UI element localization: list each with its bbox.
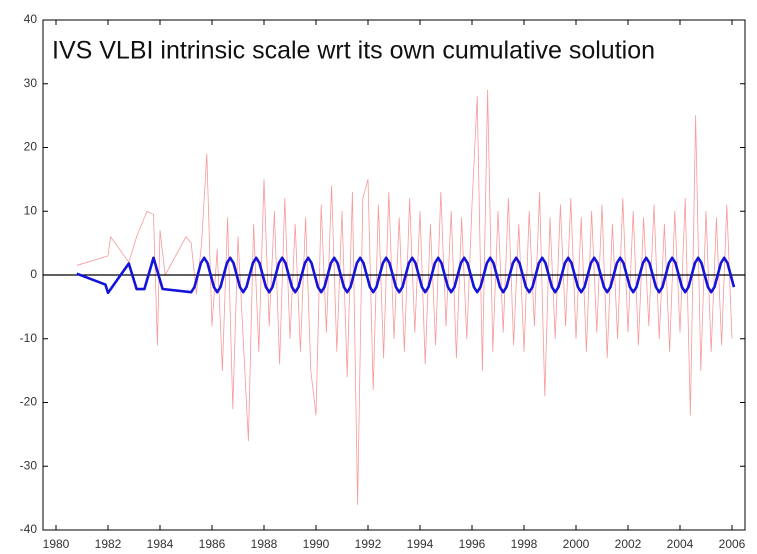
- y-tick-label: -20: [20, 395, 38, 409]
- x-tick-label: 1994: [407, 537, 434, 551]
- x-tick-label: 1992: [355, 537, 382, 551]
- y-tick-label: 10: [24, 203, 38, 217]
- y-tick-label: -10: [20, 331, 38, 345]
- scale-series-line: [76, 89, 733, 505]
- x-tick-label: 2004: [667, 537, 694, 551]
- x-tick-label: 1984: [147, 537, 174, 551]
- x-tick-label: 2002: [615, 537, 642, 551]
- y-tick-label: 20: [24, 140, 38, 154]
- x-tick-label: 1990: [303, 537, 330, 551]
- x-tick-label: 1986: [199, 537, 226, 551]
- x-tick-label: 1998: [511, 537, 538, 551]
- y-tick-label: 40: [24, 12, 38, 26]
- x-tick-label: 2006: [719, 537, 746, 551]
- chart-title: IVS VLBI intrinsic scale wrt its own cum…: [52, 37, 655, 65]
- x-tick-label: 1982: [95, 537, 122, 551]
- x-tick-label: 1988: [251, 537, 278, 551]
- y-tick-label: -40: [20, 522, 38, 536]
- y-tick-label: -30: [20, 458, 38, 472]
- x-tick-label: 1980: [43, 537, 70, 551]
- seasonal-fit-line: [76, 256, 736, 295]
- y-tick-label: 0: [30, 267, 37, 281]
- x-tick-label: 2000: [563, 537, 590, 551]
- y-tick-label: 30: [24, 76, 38, 90]
- x-tick-label: 1996: [459, 537, 486, 551]
